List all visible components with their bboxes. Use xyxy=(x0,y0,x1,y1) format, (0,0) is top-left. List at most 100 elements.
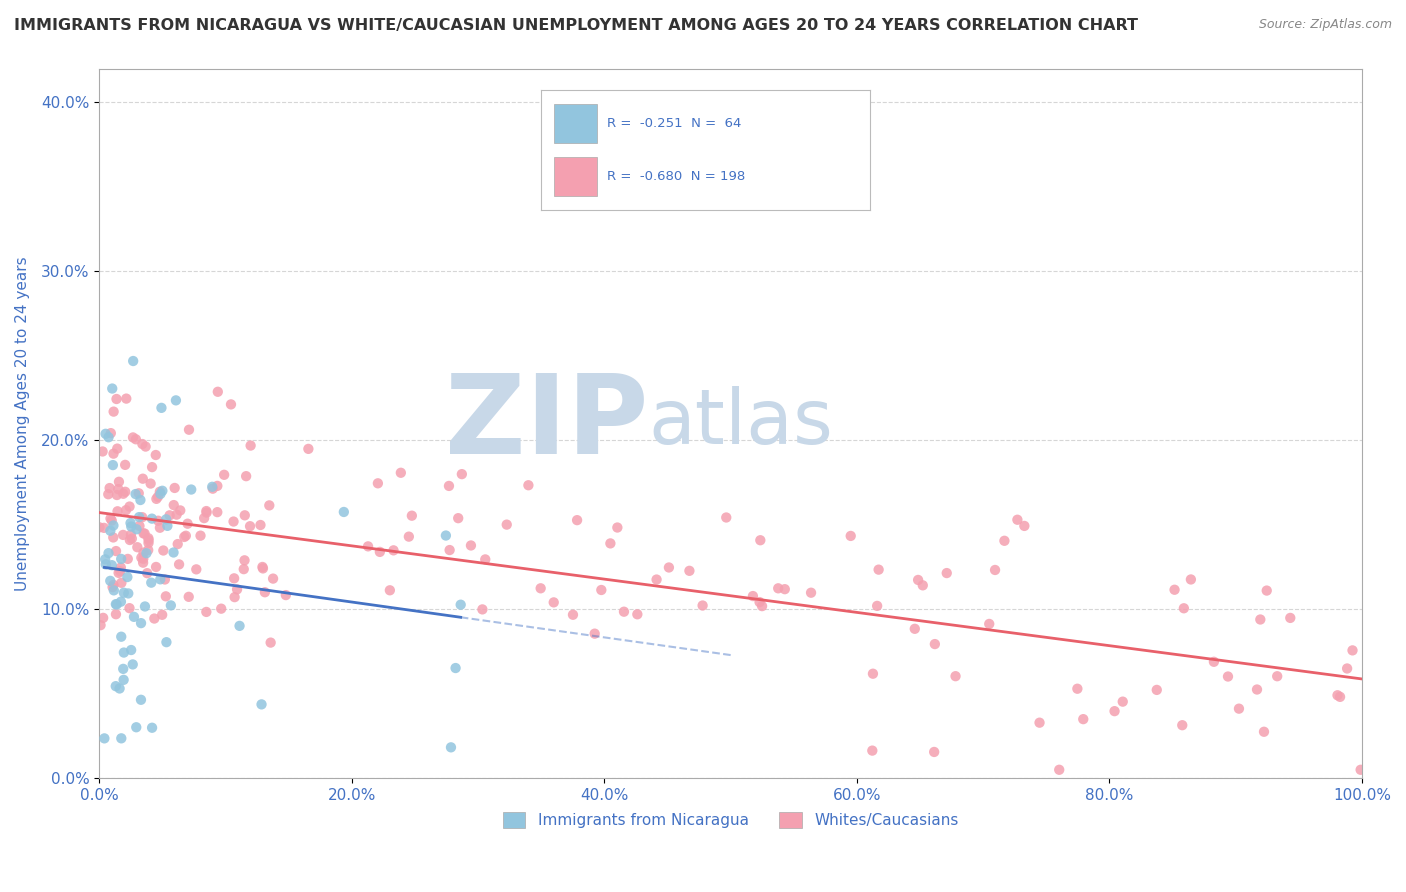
Point xyxy=(543,595,565,609)
Point xyxy=(120,528,142,542)
Point xyxy=(368,545,391,559)
Point xyxy=(117,552,139,566)
Point xyxy=(979,616,1001,631)
Point xyxy=(1163,582,1185,597)
Text: Source: ZipAtlas.com: Source: ZipAtlas.com xyxy=(1258,18,1392,31)
Point xyxy=(90,618,112,632)
Point xyxy=(209,601,232,615)
Point xyxy=(239,519,262,533)
Point xyxy=(115,392,138,406)
Point xyxy=(138,531,160,545)
Point xyxy=(1253,724,1275,739)
Point xyxy=(591,582,613,597)
Point xyxy=(118,500,141,514)
Point xyxy=(108,475,131,489)
Point xyxy=(1014,519,1036,533)
Point xyxy=(114,458,136,472)
Point xyxy=(1071,712,1094,726)
Point xyxy=(262,572,284,586)
Point xyxy=(120,516,142,530)
Point xyxy=(1336,661,1358,675)
Point xyxy=(1256,583,1278,598)
Point xyxy=(145,560,167,574)
Point xyxy=(252,561,274,575)
Point xyxy=(495,517,517,532)
Point xyxy=(357,540,380,554)
Point xyxy=(1202,655,1225,669)
Point xyxy=(692,599,714,613)
Point xyxy=(93,521,115,535)
Point xyxy=(1350,763,1372,777)
Point xyxy=(259,635,281,649)
Point xyxy=(565,513,588,527)
Point xyxy=(716,510,738,524)
Point xyxy=(122,354,145,368)
Point xyxy=(162,545,184,559)
Point xyxy=(138,533,160,548)
Point xyxy=(105,442,128,456)
Point xyxy=(131,510,153,524)
Point xyxy=(447,511,470,525)
Point xyxy=(440,740,463,755)
Point xyxy=(613,605,636,619)
Point xyxy=(152,543,174,558)
Point xyxy=(124,487,146,501)
Point xyxy=(105,598,128,612)
Point xyxy=(107,566,129,580)
Point xyxy=(259,499,281,513)
Point xyxy=(860,743,883,757)
Point xyxy=(145,491,167,506)
Point xyxy=(98,481,121,495)
Legend: Immigrants from Nicaragua, Whites/Caucasians: Immigrants from Nicaragua, Whites/Caucas… xyxy=(496,806,965,834)
Point xyxy=(103,518,125,533)
Point xyxy=(460,539,482,553)
Point xyxy=(1007,513,1029,527)
Point xyxy=(117,570,139,584)
Point xyxy=(110,560,132,574)
Point xyxy=(378,583,401,598)
Point xyxy=(169,503,191,517)
Point xyxy=(190,529,212,543)
Point xyxy=(252,560,274,574)
Point xyxy=(149,487,172,501)
Point xyxy=(195,605,218,619)
Point xyxy=(105,544,128,558)
Point xyxy=(239,439,262,453)
Point xyxy=(1047,763,1070,777)
Point xyxy=(219,397,242,411)
Point xyxy=(935,566,957,580)
Point xyxy=(173,530,195,544)
Point xyxy=(97,430,120,444)
Point xyxy=(136,566,159,581)
Point xyxy=(398,530,420,544)
Point xyxy=(159,508,181,523)
Point xyxy=(136,543,159,558)
Point xyxy=(112,528,135,542)
Point xyxy=(112,646,135,660)
Point xyxy=(132,556,155,570)
Point xyxy=(110,630,132,644)
Point xyxy=(108,681,131,696)
Point xyxy=(125,522,148,536)
Point xyxy=(122,430,145,444)
Point xyxy=(599,536,621,550)
Point xyxy=(945,669,967,683)
Point xyxy=(143,611,166,625)
Point xyxy=(141,460,163,475)
Point xyxy=(141,575,163,590)
Point xyxy=(163,498,186,512)
Point xyxy=(132,526,155,541)
Point xyxy=(150,483,173,498)
Point xyxy=(103,583,125,598)
Point xyxy=(207,505,229,519)
Point xyxy=(1180,573,1202,587)
Point xyxy=(100,514,122,528)
Point xyxy=(139,476,162,491)
Point xyxy=(121,532,143,546)
Point xyxy=(201,480,224,494)
Point xyxy=(121,657,143,672)
Point xyxy=(583,626,606,640)
Point xyxy=(127,540,149,554)
Point xyxy=(105,488,128,502)
Point xyxy=(107,482,129,496)
